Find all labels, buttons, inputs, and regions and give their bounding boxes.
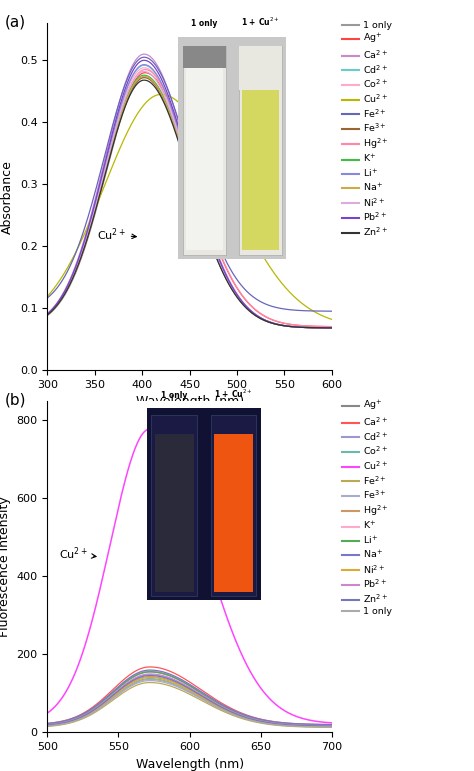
X-axis label: Wavelength (nm): Wavelength (nm) <box>136 396 244 409</box>
Y-axis label: Absorbance: Absorbance <box>1 160 14 234</box>
Text: Cu$^{2+}$: Cu$^{2+}$ <box>97 227 137 244</box>
Text: Cu$^{2+}$: Cu$^{2+}$ <box>59 546 96 562</box>
Legend: Ag$^{+}$, Ca$^{2+}$, Cd$^{2+}$, Co$^{2+}$, Cu$^{2+}$, Fe$^{2+}$, Fe$^{3+}$, Hg$^: Ag$^{+}$, Ca$^{2+}$, Cd$^{2+}$, Co$^{2+}… <box>342 399 392 616</box>
Legend: 1 only, Ag$^{+}$, Ca$^{2+}$, Cd$^{2+}$, Co$^{2+}$, Cu$^{2+}$, Fe$^{2+}$, Fe$^{3+: 1 only, Ag$^{+}$, Ca$^{2+}$, Cd$^{2+}$, … <box>342 21 392 238</box>
Text: (a): (a) <box>5 15 26 30</box>
X-axis label: Wavelength (nm): Wavelength (nm) <box>136 758 244 771</box>
Y-axis label: Fluorescence intensity: Fluorescence intensity <box>0 497 11 637</box>
Text: (b): (b) <box>5 392 26 408</box>
